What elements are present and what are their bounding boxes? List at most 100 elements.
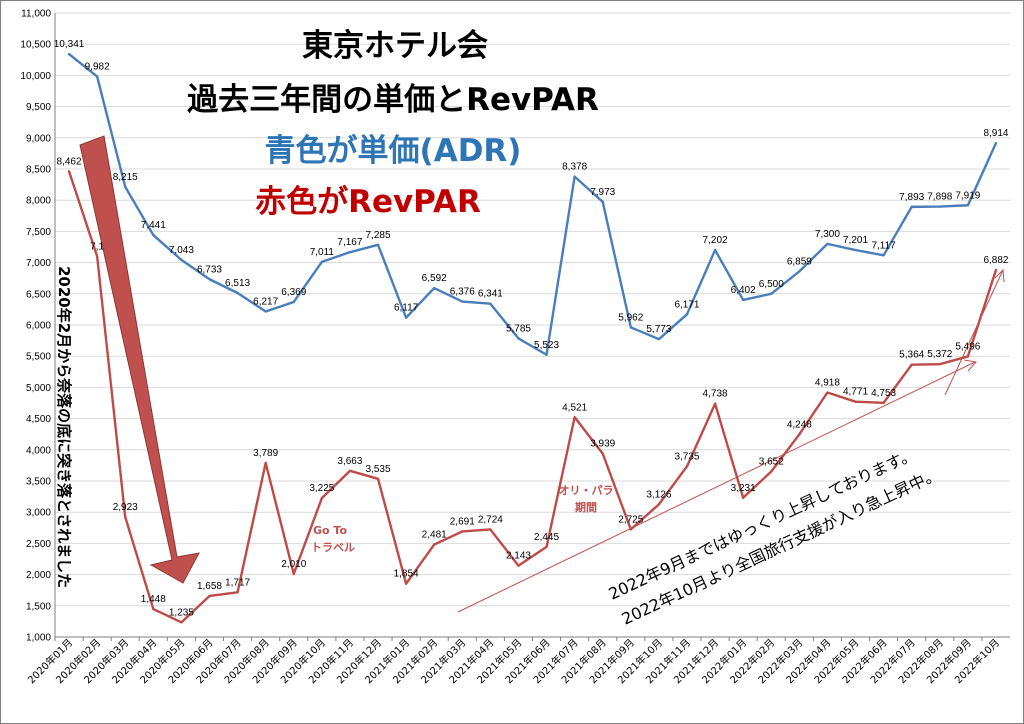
adr-data-label: 5,785 bbox=[506, 323, 531, 334]
y-tick-label: 1,500 bbox=[26, 601, 51, 612]
revpar-data-label: 1,235 bbox=[169, 607, 194, 618]
adr-point bbox=[573, 175, 576, 178]
revpar-point bbox=[882, 401, 885, 405]
revpar-data-label: 1,854 bbox=[394, 569, 419, 580]
adr-data-label: 7,898 bbox=[927, 192, 952, 203]
adr-point bbox=[152, 233, 155, 237]
adr-data-label: 7,117 bbox=[871, 240, 896, 251]
revpar-data-label: 2,724 bbox=[478, 514, 503, 525]
adr-point bbox=[461, 300, 464, 303]
adr-data-label: 6,376 bbox=[450, 287, 475, 298]
revpar-point bbox=[517, 564, 520, 567]
revpar-point bbox=[966, 355, 970, 358]
adr-data-label: 8,914 bbox=[983, 128, 1008, 139]
revpar-point bbox=[152, 607, 155, 611]
revpar-point bbox=[320, 496, 324, 500]
adr-point bbox=[264, 310, 267, 313]
y-tick-label: 10,500 bbox=[20, 40, 51, 51]
revpar-data-label: 5,372 bbox=[927, 349, 952, 360]
annotation-goto-1: Go To bbox=[313, 524, 347, 537]
y-tick-label: 7,500 bbox=[26, 227, 51, 238]
adr-point bbox=[938, 205, 941, 208]
adr-point bbox=[910, 205, 913, 209]
adr-data-label: 7,300 bbox=[815, 229, 840, 240]
adr-data-label: 6,402 bbox=[731, 285, 756, 296]
adr-point bbox=[489, 302, 492, 305]
adr-point bbox=[741, 298, 745, 302]
adr-point bbox=[517, 337, 520, 340]
revpar-point bbox=[376, 477, 380, 481]
y-tick-label: 8,500 bbox=[26, 165, 51, 176]
adr-point bbox=[236, 291, 239, 295]
adr-point bbox=[685, 313, 689, 316]
revpar-data-label: 2,445 bbox=[534, 532, 559, 543]
title-line-1: 東京ホテル会 bbox=[302, 28, 488, 64]
y-tick-label: 3,500 bbox=[26, 477, 51, 488]
revpar-data-label: 5,496 bbox=[955, 341, 980, 352]
y-tick-label: 11,000 bbox=[21, 9, 51, 20]
y-tick-label: 6,000 bbox=[26, 321, 51, 332]
revpar-point bbox=[910, 363, 913, 366]
revpar-data-label: 3,939 bbox=[590, 439, 615, 450]
annotation-olympic-1: オリ・パラ bbox=[559, 484, 614, 497]
revpar-point bbox=[938, 362, 941, 366]
adr-point bbox=[432, 286, 436, 290]
revpar-point bbox=[629, 528, 633, 531]
adr-line bbox=[68, 53, 998, 356]
annotation-olympic-2: 期間 bbox=[575, 500, 597, 514]
adr-data-label: 5,523 bbox=[534, 340, 559, 351]
y-tick-label: 9,000 bbox=[26, 133, 51, 144]
adr-point bbox=[826, 242, 829, 246]
revpar-point bbox=[601, 452, 604, 455]
adr-data-label: 6,859 bbox=[787, 256, 812, 267]
adr-data-label: 8,378 bbox=[562, 162, 587, 173]
y-tick-label: 2,000 bbox=[26, 570, 51, 581]
adr-point bbox=[348, 250, 352, 254]
revpar-point bbox=[489, 528, 492, 531]
revpar-data-label: 3,225 bbox=[309, 483, 334, 494]
revpar-point bbox=[826, 391, 829, 394]
revpar-data-label: 1,658 bbox=[197, 581, 222, 592]
adr-point bbox=[124, 185, 127, 188]
adr-data-label: 7,893 bbox=[899, 192, 924, 203]
revpar-data-label: 4,771 bbox=[843, 387, 868, 398]
revpar-data-label: 2,691 bbox=[450, 516, 475, 527]
y-tick-label: 1,000 bbox=[26, 633, 51, 644]
revpar-data-label: 2,725 bbox=[618, 514, 643, 525]
revpar-point bbox=[798, 433, 801, 436]
revpar-data-label: 5,364 bbox=[899, 350, 924, 361]
adr-point bbox=[798, 270, 801, 273]
title-line-2: 過去三年間の単価とRevPAR bbox=[187, 82, 599, 118]
adr-data-label: 6,217 bbox=[253, 296, 278, 307]
adr-data-label: 7,441 bbox=[141, 220, 166, 231]
adr-data-label: 6,117 bbox=[394, 303, 419, 314]
revpar-point bbox=[461, 530, 464, 533]
y-tick-label: 10,000 bbox=[20, 71, 51, 82]
adr-data-label: 6,513 bbox=[225, 278, 250, 289]
y-tick-label: 3,000 bbox=[26, 508, 51, 519]
adr-point bbox=[601, 200, 604, 204]
y-tick-label: 8,000 bbox=[26, 196, 51, 207]
y-axis-ticks: 1,000 1,500 2,000 2,500 3,000 3,500 4,000 4,500… bbox=[20, 9, 51, 644]
revpar-point bbox=[770, 470, 773, 473]
y-tick-label: 4,000 bbox=[26, 445, 51, 456]
revpar-point bbox=[67, 170, 71, 173]
adr-point bbox=[854, 248, 857, 252]
revpar-data-label: 6,882 bbox=[983, 255, 1008, 266]
adr-point bbox=[67, 52, 71, 56]
adr-point bbox=[376, 243, 380, 247]
y-tick-label: 5,500 bbox=[26, 352, 51, 363]
adr-point bbox=[966, 204, 970, 207]
revpar-data-label: 3,789 bbox=[253, 448, 278, 459]
adr-point bbox=[320, 260, 324, 264]
y-tick-label: 5,000 bbox=[26, 383, 51, 394]
adr-data-label: 7,043 bbox=[169, 245, 194, 256]
adr-data-label: 7,919 bbox=[955, 190, 980, 201]
adr-point bbox=[95, 75, 99, 78]
adr-data-label: 6,369 bbox=[281, 287, 306, 298]
revpar-data-label: 3,231 bbox=[731, 483, 756, 494]
adr-data-label: 6,733 bbox=[197, 264, 222, 275]
revpar-data-label: 3,126 bbox=[646, 489, 671, 500]
